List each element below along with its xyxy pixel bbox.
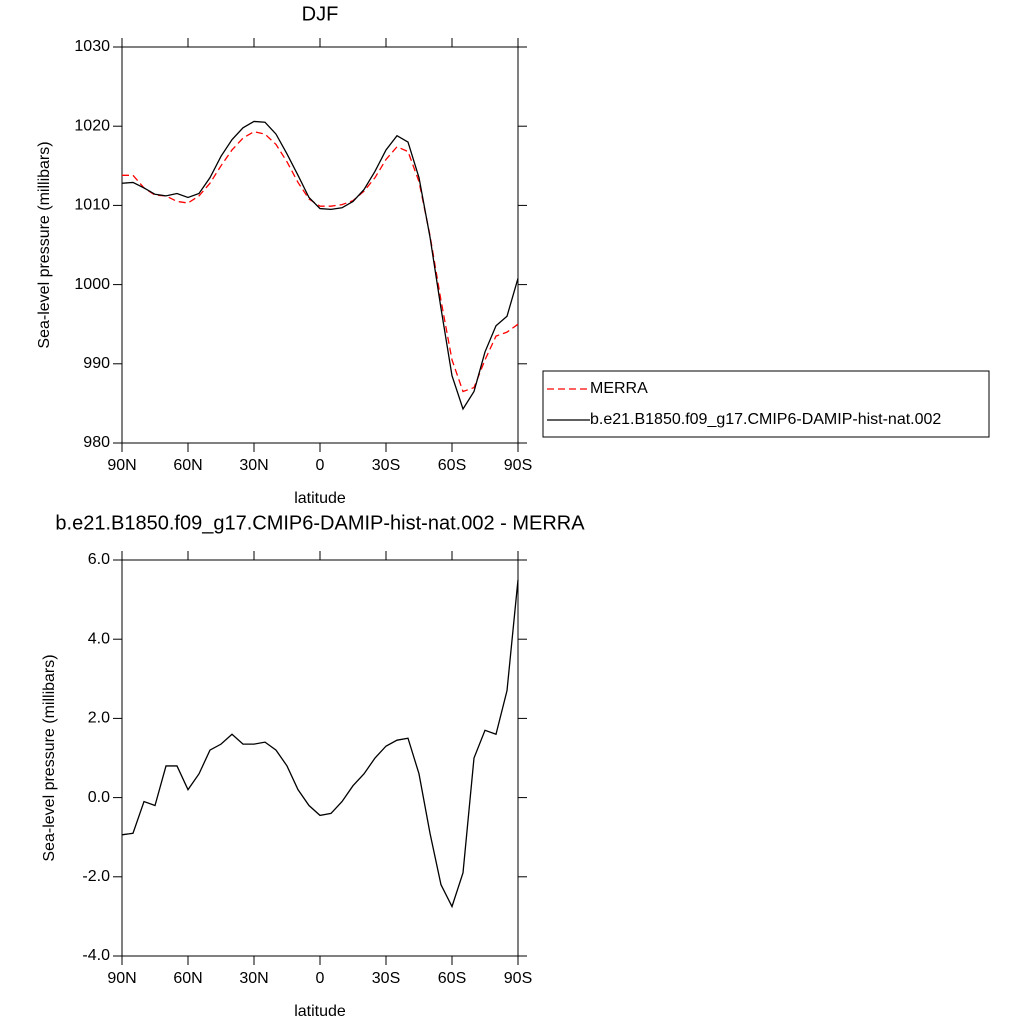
x-tick-label: 0 xyxy=(316,457,325,474)
x-tick-label: 90N xyxy=(107,970,136,987)
x-axis-label: latitude xyxy=(294,1003,346,1020)
x-tick-label: 60S xyxy=(438,970,466,987)
x-tick-label: 90N xyxy=(107,457,136,474)
x-tick-label: 0 xyxy=(316,970,325,987)
y-tick-label: 1000 xyxy=(74,276,110,293)
y-axis-label: Sea-level pressure (millibars) xyxy=(41,654,58,861)
y-tick-label: 0.0 xyxy=(88,789,110,806)
chart-title: b.e21.B1850.f09_g17.CMIP6-DAMIP-hist-nat… xyxy=(55,512,585,534)
plot-frame xyxy=(121,46,519,444)
y-tick-label: 980 xyxy=(83,434,110,451)
y-axis-label: Sea-level pressure (millibars) xyxy=(36,141,53,348)
y-tick-label: 1010 xyxy=(74,197,110,214)
x-tick-label: 90S xyxy=(504,457,532,474)
y-tick-label: -4.0 xyxy=(82,947,110,964)
x-tick-label: 30N xyxy=(239,457,268,474)
x-tick-label: 30N xyxy=(239,970,268,987)
data-line xyxy=(121,579,519,909)
x-tick-label: 60N xyxy=(173,970,202,987)
legend-label: MERRA xyxy=(590,380,648,397)
x-tick-label: 60S xyxy=(438,457,466,474)
x-tick-label: 90S xyxy=(504,970,532,987)
y-tick-label: 4.0 xyxy=(88,630,110,647)
data-line xyxy=(121,120,519,411)
y-tick-label: 6.0 xyxy=(88,551,110,568)
y-tick-label: 2.0 xyxy=(88,710,110,727)
plot-frame xyxy=(121,559,519,957)
x-tick-label: 30S xyxy=(372,457,400,474)
y-tick-label: 990 xyxy=(83,355,110,372)
y-tick-label: 1020 xyxy=(74,117,110,134)
chart-title: DJF xyxy=(302,3,339,25)
legend-box xyxy=(542,370,990,438)
x-tick-label: 60N xyxy=(173,457,202,474)
legend-label: b.e21.B1850.f09_g17.CMIP6-DAMIP-hist-nat… xyxy=(590,411,941,428)
x-axis-label: latitude xyxy=(294,490,346,507)
x-tick-label: 30S xyxy=(372,970,400,987)
y-tick-label: -2.0 xyxy=(82,868,110,885)
y-tick-label: 1030 xyxy=(74,38,110,55)
data-line xyxy=(122,131,519,393)
